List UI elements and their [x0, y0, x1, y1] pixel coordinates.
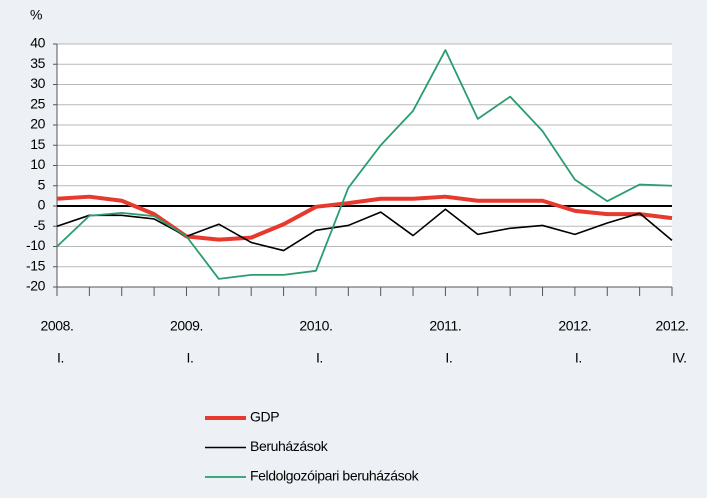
- y-tick-label: 25: [30, 95, 45, 111]
- legend-label: Feldolgozóipari beruházások: [250, 468, 420, 484]
- y-tick-label: 15: [30, 136, 45, 152]
- x-tick-label: I.: [186, 350, 193, 366]
- data-line: [56, 49, 673, 280]
- x-tick-label: 2012.: [558, 318, 591, 334]
- y-tick-label: -10: [26, 237, 46, 253]
- y-tick-label: -20: [26, 278, 46, 294]
- y-tick-label: 0: [38, 197, 46, 213]
- x-tick-label: 2012.: [655, 318, 688, 334]
- x-tick-label: IV.: [672, 350, 687, 366]
- legend-label: Beruházások: [250, 438, 329, 454]
- legend-label: GDP: [250, 409, 279, 425]
- x-tick-label: 2009.: [170, 318, 203, 334]
- y-tick-label: 40: [30, 35, 45, 51]
- y-tick-label: -15: [26, 257, 46, 273]
- y-tick-label: 30: [30, 75, 45, 91]
- x-tick-label: 2011.: [429, 318, 461, 334]
- data-line: [56, 208, 673, 252]
- y-tick-label: 5: [38, 176, 46, 192]
- x-tick-label: I.: [575, 350, 582, 366]
- y-tick-label: -5: [33, 217, 45, 233]
- x-tick-label: I.: [57, 350, 64, 366]
- x-tick-label: I.: [445, 350, 452, 366]
- y-axis-label: %: [30, 7, 42, 23]
- x-tick-label: 2008.: [40, 318, 73, 334]
- y-tick-label: 35: [30, 55, 45, 71]
- y-tick-label: 20: [30, 116, 45, 132]
- y-tick-label: 10: [30, 156, 45, 172]
- x-tick-label: 2010.: [299, 318, 332, 334]
- x-tick-label: I.: [316, 350, 323, 366]
- data-line: [56, 194, 673, 242]
